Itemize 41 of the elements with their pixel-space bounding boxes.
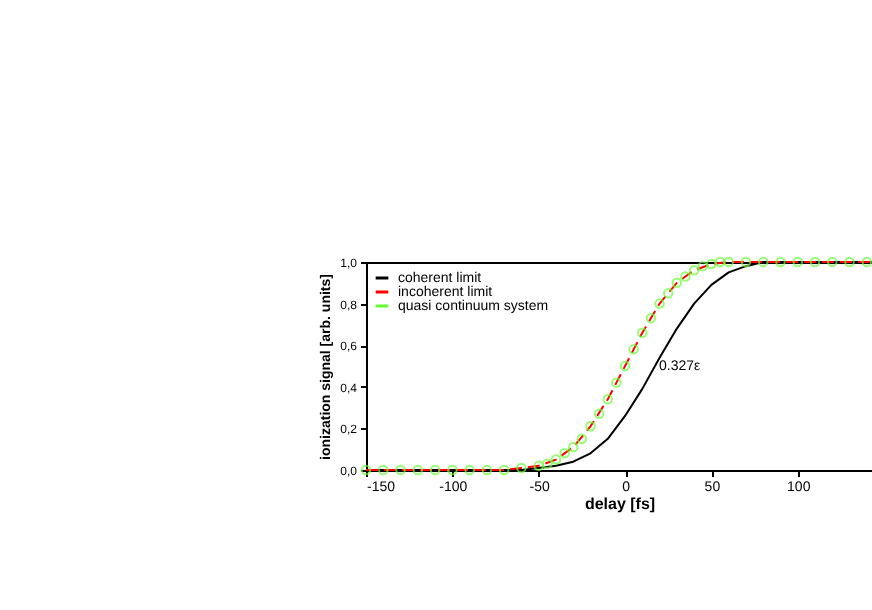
point — [723, 256, 734, 268]
point — [714, 256, 726, 268]
point — [395, 464, 406, 476]
point — [498, 464, 510, 476]
point — [585, 421, 596, 432]
point — [740, 256, 752, 268]
point — [861, 256, 872, 268]
point — [429, 464, 441, 476]
point — [680, 271, 691, 282]
point — [576, 433, 588, 445]
point — [516, 462, 527, 474]
point — [688, 265, 700, 276]
point — [378, 464, 389, 476]
point — [654, 298, 665, 309]
point — [637, 327, 648, 338]
point — [542, 458, 553, 469]
point — [619, 360, 631, 372]
point — [550, 454, 562, 465]
point — [464, 464, 475, 476]
point — [844, 256, 855, 268]
point — [567, 441, 579, 453]
point — [809, 256, 821, 268]
point — [447, 464, 458, 476]
point — [645, 312, 657, 324]
point — [481, 464, 493, 476]
point — [775, 256, 786, 268]
point — [757, 256, 769, 268]
point — [662, 287, 674, 299]
point — [671, 277, 683, 289]
point — [697, 260, 708, 272]
point — [628, 344, 639, 355]
point — [533, 460, 544, 472]
point — [611, 377, 622, 388]
point — [602, 394, 614, 405]
x-axis-title: delay [fs] — [584, 495, 656, 513]
point — [706, 258, 717, 270]
point — [792, 256, 803, 268]
point — [827, 256, 838, 268]
point — [559, 448, 570, 459]
point — [412, 464, 424, 476]
point — [593, 408, 605, 420]
